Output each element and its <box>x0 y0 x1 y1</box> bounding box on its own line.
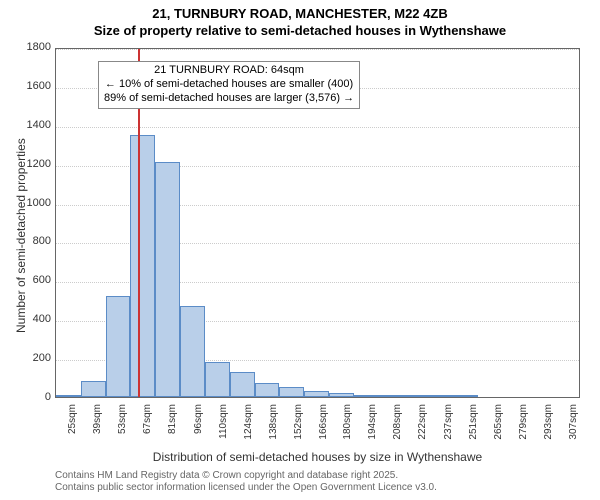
histogram-bar <box>304 391 329 397</box>
histogram-bar <box>130 135 155 398</box>
histogram-bar <box>255 383 280 397</box>
xtick-label: 152sqm <box>293 404 304 452</box>
ytick-label: 1800 <box>17 41 51 53</box>
xtick-label: 293sqm <box>543 404 554 452</box>
annotation-line1: 21 TURNBURY ROAD: 64sqm <box>104 64 354 78</box>
xtick-label: 251sqm <box>468 404 479 452</box>
histogram-bar <box>379 395 404 397</box>
xtick-label: 39sqm <box>92 404 103 452</box>
xtick-label: 166sqm <box>318 404 329 452</box>
xtick-label: 96sqm <box>193 404 204 452</box>
histogram-bar <box>81 381 106 397</box>
ytick-label: 1600 <box>17 80 51 92</box>
xtick-label: 180sqm <box>342 404 353 452</box>
xtick-label: 307sqm <box>568 404 579 452</box>
xtick-label: 208sqm <box>392 404 403 452</box>
ytick-label: 200 <box>17 352 51 364</box>
histogram-bar <box>428 395 453 397</box>
histogram-bar <box>56 395 81 397</box>
plot-area: 21 TURNBURY ROAD: 64sqm← 10% of semi-det… <box>55 48 580 398</box>
histogram-bar <box>205 362 230 397</box>
xtick-label: 222sqm <box>417 404 428 452</box>
xtick-label: 67sqm <box>142 404 153 452</box>
xtick-label: 237sqm <box>443 404 454 452</box>
ytick-label: 1000 <box>17 197 51 209</box>
chart-title-line2: Size of property relative to semi-detach… <box>0 23 600 38</box>
annotation-line3: 89% of semi-detached houses are larger (… <box>104 92 354 106</box>
xtick-label: 138sqm <box>268 404 279 452</box>
histogram-bar <box>404 395 429 397</box>
histogram-bar <box>106 296 131 397</box>
annotation-line2: ← 10% of semi-detached houses are smalle… <box>104 78 354 92</box>
chart-title-line1: 21, TURNBURY ROAD, MANCHESTER, M22 4ZB <box>0 6 600 21</box>
histogram-bar <box>329 393 354 397</box>
xtick-label: 124sqm <box>243 404 254 452</box>
annotation-box: 21 TURNBURY ROAD: 64sqm← 10% of semi-det… <box>98 61 360 108</box>
histogram-bar <box>453 395 478 397</box>
chart-container: 21, TURNBURY ROAD, MANCHESTER, M22 4ZB S… <box>0 0 600 500</box>
xtick-label: 110sqm <box>218 404 229 452</box>
histogram-bar <box>155 162 180 397</box>
gridline <box>56 49 579 50</box>
xtick-label: 81sqm <box>167 404 178 452</box>
ytick-label: 1400 <box>17 119 51 131</box>
footer-attribution: Contains HM Land Registry data © Crown c… <box>55 470 437 494</box>
histogram-bar <box>279 387 304 397</box>
ytick-label: 800 <box>17 235 51 247</box>
histogram-bar <box>354 395 379 397</box>
footer-line2: Contains public sector information licen… <box>55 482 437 494</box>
ytick-label: 0 <box>17 391 51 403</box>
x-axis-label: Distribution of semi-detached houses by … <box>55 450 580 464</box>
ytick-label: 400 <box>17 313 51 325</box>
footer-line1: Contains HM Land Registry data © Crown c… <box>55 470 437 482</box>
histogram-bar <box>180 306 205 397</box>
xtick-label: 25sqm <box>67 404 78 452</box>
xtick-label: 279sqm <box>518 404 529 452</box>
xtick-label: 265sqm <box>493 404 504 452</box>
ytick-label: 1200 <box>17 158 51 170</box>
xtick-label: 53sqm <box>117 404 128 452</box>
gridline <box>56 127 579 128</box>
xtick-label: 194sqm <box>367 404 378 452</box>
histogram-bar <box>230 372 255 397</box>
ytick-label: 600 <box>17 274 51 286</box>
